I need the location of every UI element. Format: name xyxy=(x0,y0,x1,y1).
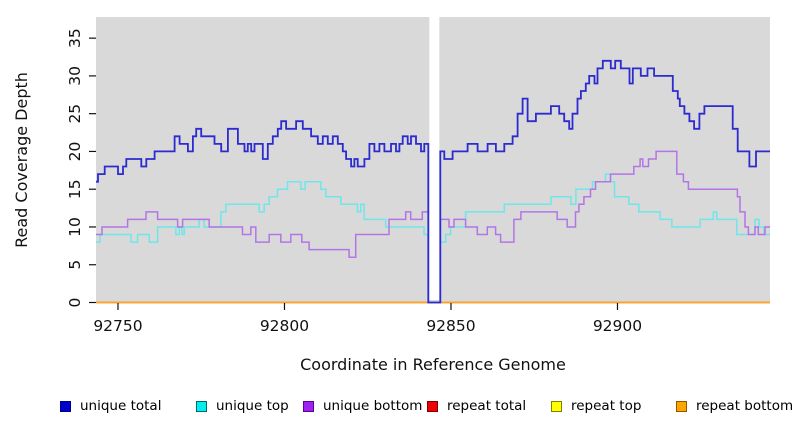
y-tick-label: 35 xyxy=(66,28,84,48)
legend-swatch-unique-total-icon xyxy=(60,400,71,412)
y-tick-label: 20 xyxy=(66,142,84,162)
legend-label: repeat top xyxy=(571,398,642,414)
axes: 92750 92800 92850 92900 0 5 10 15 20 25 30 35 xyxy=(66,28,642,335)
series-line-unique-total xyxy=(96,59,770,304)
coverage-gap-band xyxy=(429,17,440,300)
plot-canvas: 92750 92800 92850 92900 0 5 10 15 20 25 30 35 Coord… xyxy=(12,17,770,374)
legend-swatch-unique-top-icon xyxy=(196,400,207,412)
legend-label: repeat total xyxy=(447,398,527,414)
legend-item-repeat-top: repeat top xyxy=(551,398,641,414)
x-tick-label: 92900 xyxy=(593,317,642,335)
legend-label: unique top xyxy=(216,398,289,414)
y-tick-label: 25 xyxy=(66,104,84,124)
legend-label: unique bottom xyxy=(323,398,423,414)
legend-item-repeat-bottom: repeat bottom xyxy=(676,398,792,414)
legend-item-unique-top: unique top xyxy=(196,398,289,414)
x-tick-label: 92800 xyxy=(260,317,309,335)
y-tick-label: 5 xyxy=(66,260,84,270)
x-tick-label: 92750 xyxy=(93,317,142,335)
y-tick-label: 30 xyxy=(66,66,84,86)
series-lines xyxy=(96,59,770,304)
legend-item-unique-bottom: unique bottom xyxy=(303,398,422,414)
y-tick-label: 0 xyxy=(66,298,84,308)
legend-swatch-unique-bottom-icon xyxy=(303,400,314,412)
legend-swatch-repeat-bottom-icon xyxy=(676,400,687,412)
chart-legend: unique total unique top unique bottom repea… xyxy=(0,398,792,418)
y-tick-label: 15 xyxy=(66,179,84,199)
legend-swatch-repeat-total-icon xyxy=(427,400,438,412)
series-line-unique-top xyxy=(96,173,770,304)
x-axis-title: Coordinate in Reference Genome xyxy=(300,355,566,374)
y-axis-title: Read Coverage Depth xyxy=(12,72,31,248)
x-tick-label: 92850 xyxy=(426,317,475,335)
legend-item-repeat-total: repeat total xyxy=(427,398,526,414)
legend-swatch-repeat-top-icon xyxy=(551,400,562,412)
legend-label: repeat bottom xyxy=(696,398,792,414)
y-tick-label: 10 xyxy=(66,217,84,237)
legend-item-unique-total: unique total xyxy=(60,398,161,414)
series-line-unique-bottom xyxy=(96,150,770,304)
legend-label: unique total xyxy=(80,398,162,414)
